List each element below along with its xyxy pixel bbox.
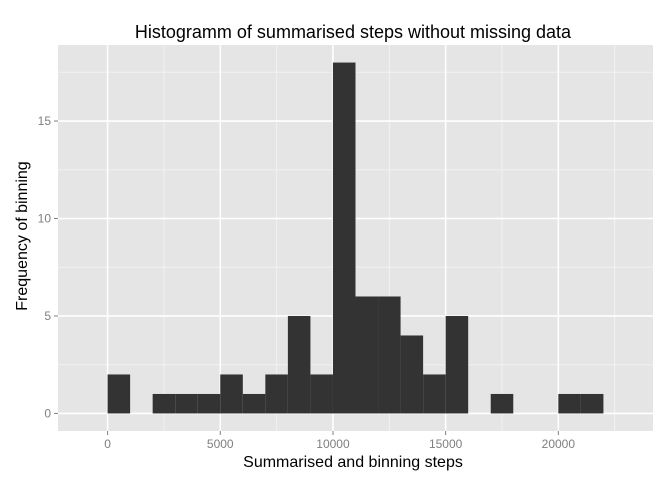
y-tick-label: 0 xyxy=(44,406,51,420)
histogram-bar xyxy=(152,393,176,414)
y-tick-label: 5 xyxy=(44,309,51,323)
histogram-bars xyxy=(107,62,604,414)
histogram-bar xyxy=(445,315,469,414)
histogram-bar xyxy=(197,393,221,414)
y-axis-label: Frequency of binning xyxy=(14,161,31,310)
x-axis-ticks: 0 5000 10000 15000 20000 xyxy=(104,431,575,451)
histogram-bar xyxy=(400,335,424,414)
chart-title: Histogramm of summarised steps without m… xyxy=(135,22,572,42)
histogram-bar xyxy=(332,62,356,414)
histogram-bar xyxy=(175,393,198,414)
histogram-bar xyxy=(265,374,288,414)
histogram-bar xyxy=(355,296,379,414)
y-tick-label: 10 xyxy=(38,212,52,226)
histogram-bar xyxy=(220,374,243,414)
y-tick-label: 15 xyxy=(38,114,52,128)
x-tick-label: 10000 xyxy=(316,437,350,451)
x-axis-label: Summarised and binning steps xyxy=(243,454,463,471)
histogram-bar xyxy=(107,374,131,414)
histogram-bar xyxy=(558,393,581,414)
histogram-bar xyxy=(423,374,446,414)
x-tick-label: 5000 xyxy=(207,437,234,451)
histogram-bar xyxy=(242,393,266,414)
y-axis-ticks: 0 5 10 15 xyxy=(38,114,58,420)
x-tick-label: 20000 xyxy=(542,437,576,451)
histogram-bar xyxy=(378,296,401,414)
histogram-bar xyxy=(287,315,311,414)
histogram-bar xyxy=(580,393,604,414)
x-tick-label: 15000 xyxy=(429,437,463,451)
histogram-bar xyxy=(310,374,333,414)
x-tick-label: 0 xyxy=(104,437,111,451)
histogram-bar xyxy=(490,393,514,414)
